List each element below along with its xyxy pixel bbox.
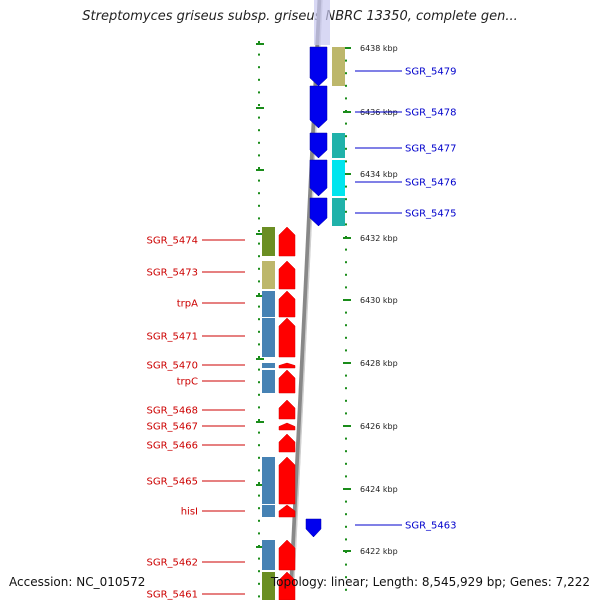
gene-arrow xyxy=(278,422,296,431)
gene-label: SGR_5462 xyxy=(147,558,199,569)
backbone-shade xyxy=(314,0,330,45)
gene-band xyxy=(262,370,275,393)
gene-arrow xyxy=(309,159,328,197)
gene-arrow xyxy=(309,85,328,129)
gene-features xyxy=(262,46,345,600)
right-guide-dots xyxy=(345,47,347,591)
gene-band xyxy=(332,47,345,86)
gene-label: SGR_5471 xyxy=(147,332,199,343)
scale-tick-label: 6430 kbp xyxy=(360,296,398,305)
gene-label: SGR_5478 xyxy=(405,108,457,119)
gene-label: SGR_5470 xyxy=(147,361,199,372)
gene-arrow xyxy=(278,539,296,571)
gene-label: SGR_5475 xyxy=(405,209,457,220)
gene-band xyxy=(262,227,275,256)
scale-tick-label: 6424 kbp xyxy=(360,485,398,494)
gene-label: SGR_5465 xyxy=(147,477,199,488)
gene-arrow xyxy=(278,433,296,453)
gene-label: trpA xyxy=(177,299,198,310)
gene-arrow xyxy=(278,226,296,257)
page-title: Streptomyces griseus subsp. griseus NBRC… xyxy=(82,9,518,24)
scale-tick-label: 6434 kbp xyxy=(360,170,398,179)
gene-arrow xyxy=(278,260,296,290)
gene-band xyxy=(332,198,345,226)
gene-arrow xyxy=(278,369,296,394)
gene-label: SGR_5468 xyxy=(147,406,199,417)
gene-arrow xyxy=(305,518,322,538)
scale-tick-label: 6428 kbp xyxy=(360,359,398,368)
gene-label: SGR_5461 xyxy=(147,590,199,600)
gene-label: trpC xyxy=(177,377,198,388)
gene-label: hisI xyxy=(181,507,198,518)
gene-band xyxy=(262,540,275,570)
gene-band xyxy=(262,261,275,289)
gene-arrow xyxy=(278,317,296,358)
genome-summary-text: Topology: linear; Length: 8,545,929 bp; … xyxy=(270,575,590,589)
gene-arrow xyxy=(278,399,296,420)
gene-label: SGR_5474 xyxy=(147,236,199,247)
gene-band xyxy=(262,291,275,317)
scale-tick-label: 6432 kbp xyxy=(360,234,398,243)
gene-label: SGR_5473 xyxy=(147,268,199,279)
gene-label: SGR_5463 xyxy=(405,521,457,532)
gene-arrow xyxy=(278,362,296,369)
scale-tick-label: 6438 kbp xyxy=(360,44,398,53)
scale-tick-label: 6426 kbp xyxy=(360,422,398,431)
gene-band xyxy=(262,457,275,504)
gene-band xyxy=(262,572,275,600)
gene-arrow xyxy=(278,504,296,518)
gene-band xyxy=(262,318,275,357)
gene-band xyxy=(262,505,275,517)
gene-label: SGR_5466 xyxy=(147,441,199,452)
gene-arrow xyxy=(309,132,328,159)
gene-arrow xyxy=(309,46,328,87)
gene-arrow xyxy=(278,290,296,318)
gene-arrow xyxy=(278,571,296,600)
gene-arrow xyxy=(309,197,328,227)
gene-band xyxy=(332,160,345,196)
gene-band xyxy=(262,363,275,368)
gene-arrow xyxy=(278,456,296,505)
gene-band xyxy=(332,133,345,158)
accession-text: Accession: NC_010572 xyxy=(9,575,146,589)
gene-label: SGR_5476 xyxy=(405,178,457,189)
left-guide-dots xyxy=(258,41,260,598)
gene-label: SGR_5467 xyxy=(147,422,199,433)
scale-tick-label: 6422 kbp xyxy=(360,547,398,556)
gene-label: SGR_5479 xyxy=(405,67,457,78)
gene-label: SGR_5477 xyxy=(405,144,457,155)
